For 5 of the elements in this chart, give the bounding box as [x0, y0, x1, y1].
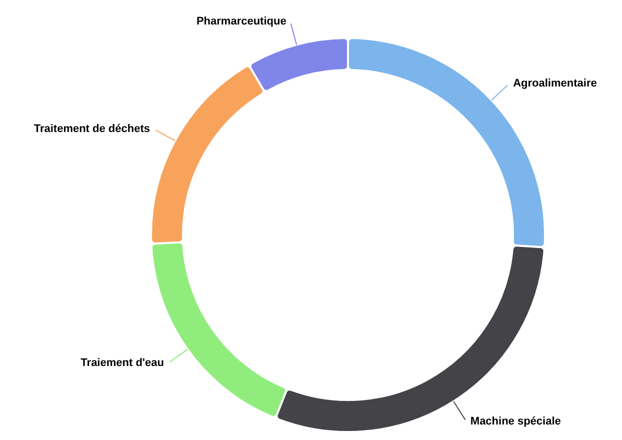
slice-label: Pharmarceutique [196, 16, 286, 28]
slice-label: Traiement d'eau [80, 357, 164, 370]
slice-label: Machine spéciale [470, 416, 561, 428]
slice-label: Traitement de déchets [34, 123, 150, 136]
slice-label: Agroalimentaire [513, 78, 597, 90]
